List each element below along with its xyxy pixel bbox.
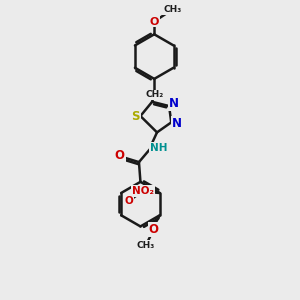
- Text: N: N: [172, 117, 182, 130]
- Text: O: O: [149, 223, 159, 236]
- Text: CH₃: CH₃: [163, 5, 182, 14]
- Text: S: S: [131, 110, 140, 122]
- Text: O: O: [115, 149, 125, 162]
- Text: NH: NH: [150, 143, 167, 153]
- Text: O: O: [150, 16, 159, 27]
- Text: O: O: [125, 196, 134, 206]
- Text: CH₂: CH₂: [145, 90, 164, 99]
- Text: NO₂: NO₂: [132, 186, 154, 196]
- Text: N: N: [169, 98, 179, 110]
- Text: CH₃: CH₃: [136, 241, 155, 250]
